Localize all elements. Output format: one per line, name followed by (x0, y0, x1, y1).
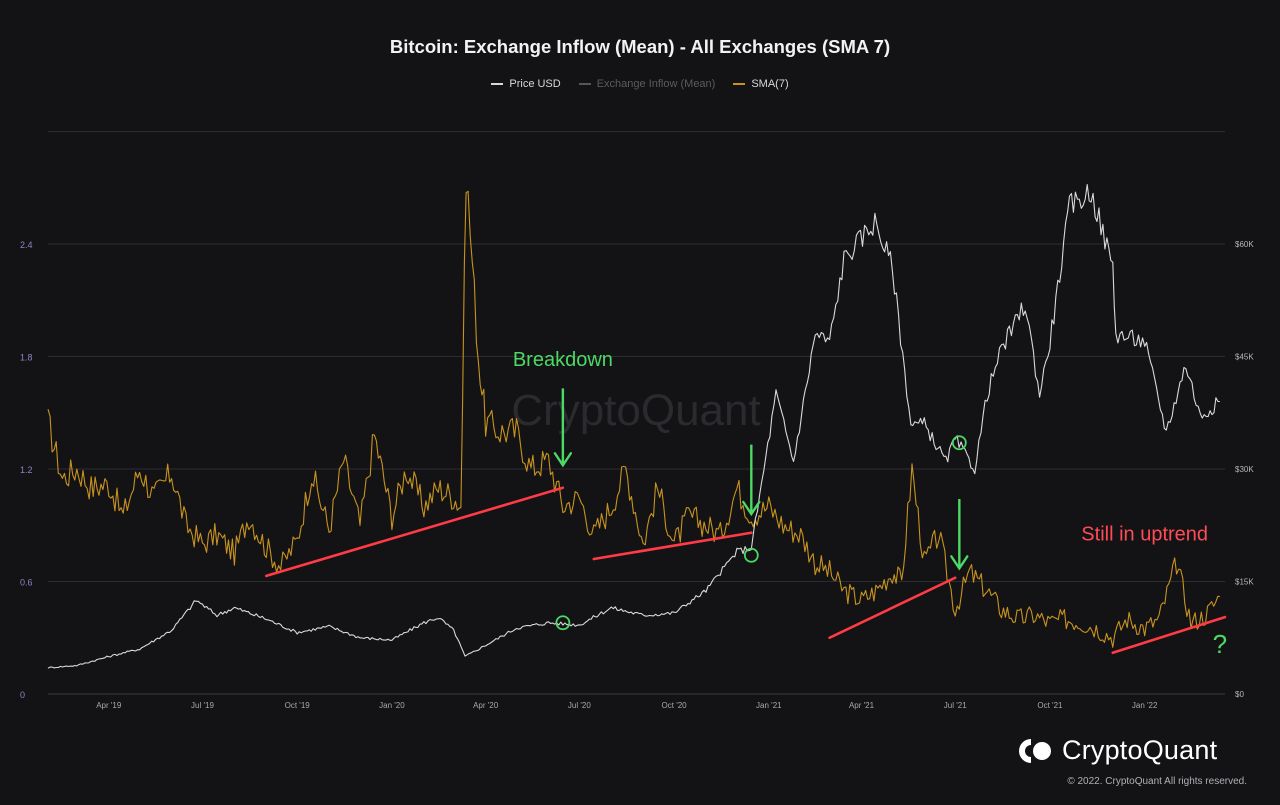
annotation-label: ? (1213, 629, 1227, 659)
legend-swatch (578, 83, 591, 85)
annotation-arrow-head (553, 452, 573, 468)
chart-title: Bitcoin: Exchange Inflow (Mean) - All Ex… (389, 36, 891, 57)
brand-name: CryptoQuant (1062, 735, 1218, 765)
legend-label: Exchange Inflow (Mean) (596, 78, 716, 90)
trendline (1111, 615, 1227, 655)
legend-swatch (733, 83, 746, 85)
y-left-tick-label: 1.8 (20, 353, 33, 363)
x-tick-label: Oct '19 (285, 701, 311, 710)
legend-label: SMA(7) (751, 78, 789, 90)
x-tick-label: Jan '20 (379, 701, 405, 710)
trendline (265, 486, 565, 578)
x-tick-label: Oct '21 (1037, 701, 1063, 710)
y-left-tick-label: 2.4 (20, 240, 33, 250)
legend: Price USD Exchange Inflow (Mean) SMA(7) (0, 78, 1280, 90)
y-left-tick-label: 1.2 (20, 465, 33, 475)
annotation-circle (951, 435, 967, 451)
x-tick-label: Apr '19 (96, 701, 122, 710)
watermark: CryptoQuant (511, 386, 760, 435)
x-tick-label: Oct '20 (662, 701, 688, 710)
trendline (828, 576, 957, 640)
y-right-tick-label: $30K (1235, 465, 1254, 474)
x-tick-label: Jul '21 (944, 701, 967, 710)
x-tick-label: Apr '20 (473, 701, 499, 710)
x-tick-label: Apr '21 (849, 701, 875, 710)
y-right-tick-label: $60K (1235, 240, 1254, 249)
brand-logo: CryptoQuant (1018, 735, 1217, 766)
legend-item[interactable]: Price USD (491, 78, 561, 90)
annotation-label: Still in uptrend (1081, 523, 1208, 545)
legend-swatch (491, 83, 504, 85)
y-right-tick-label: $0 (1235, 690, 1244, 699)
y-left-tick-label: 0.6 (20, 578, 33, 588)
annotation-circle (555, 615, 571, 631)
trendline (592, 531, 753, 561)
series-line-price-usd (47, 184, 1220, 669)
x-tick-label: Jul '20 (568, 701, 591, 710)
x-tick-label: Jan '22 (1132, 701, 1158, 710)
legend-label: Price USD (509, 78, 561, 90)
y-right-tick-label: $15K (1235, 578, 1254, 587)
cryptoquant-logo-icon (1019, 738, 1051, 763)
annotation-arrow-head (742, 500, 761, 517)
y-left-tick-label: 0 (20, 690, 25, 700)
series-line-sma7 (47, 190, 1220, 648)
legend-item[interactable]: Exchange Inflow (Mean) (578, 78, 716, 90)
annotation-circle (743, 547, 759, 563)
annotation-arrow-head (950, 555, 969, 571)
legend-item[interactable]: SMA(7) (733, 78, 789, 90)
x-tick-label: Jan '21 (756, 701, 782, 710)
y-right-tick-label: $45K (1235, 353, 1254, 362)
copyright-text: © 2022. CryptoQuant All rights reserved. (1067, 776, 1247, 787)
x-tick-label: Jul '19 (191, 701, 214, 710)
annotation-label: Breakdown (513, 349, 613, 371)
